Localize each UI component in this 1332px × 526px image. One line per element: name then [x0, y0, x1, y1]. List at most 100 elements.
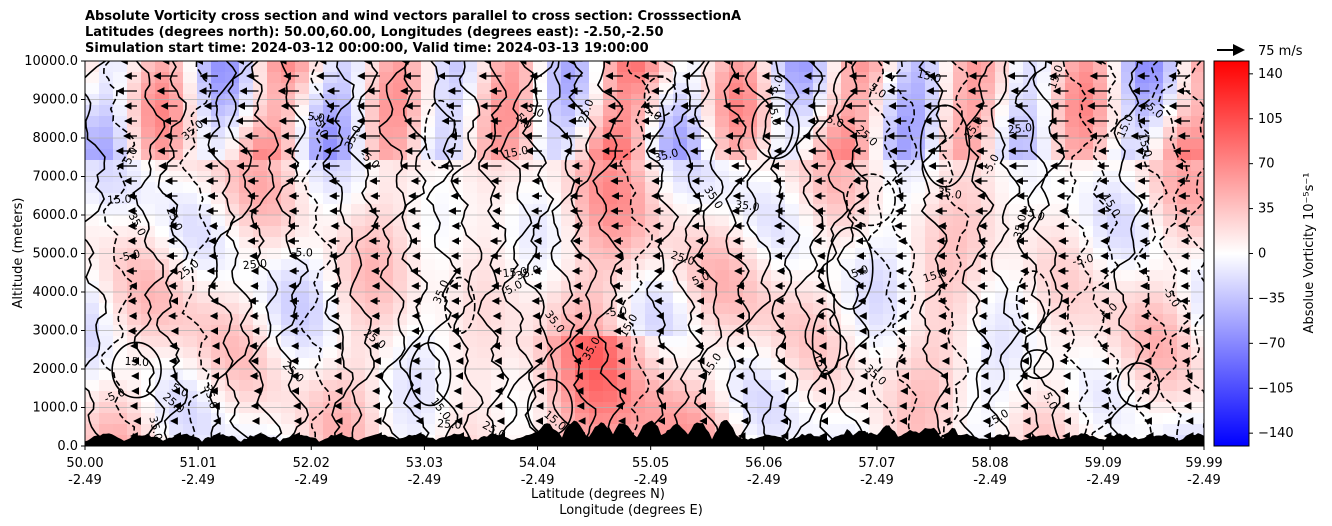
vorticity-cell — [337, 105, 352, 117]
vorticity-cell — [743, 226, 758, 238]
vorticity-cell — [365, 72, 380, 84]
vorticity-cell — [715, 215, 730, 227]
contour-loop — [919, 104, 971, 188]
vorticity-cell — [1163, 83, 1178, 95]
vorticity-cell — [1135, 127, 1150, 139]
vorticity-cell — [155, 83, 170, 95]
vorticity-cell — [393, 83, 408, 95]
vorticity-cell — [729, 149, 744, 161]
vorticity-cell — [295, 303, 310, 315]
vorticity-cell — [239, 391, 254, 403]
vorticity-cell — [141, 369, 156, 381]
vorticity-cell — [645, 292, 660, 304]
vorticity-cell — [897, 72, 912, 84]
vorticity-cell — [1191, 380, 1204, 392]
vorticity-cell — [883, 347, 898, 359]
vorticity-cell — [491, 149, 506, 161]
vorticity-cell — [1093, 336, 1108, 348]
vorticity-cell — [799, 116, 814, 128]
vorticity-cell — [1079, 127, 1094, 139]
vorticity-cell — [1065, 83, 1080, 95]
vorticity-cell — [911, 347, 926, 359]
contour-line — [619, 61, 653, 446]
contour-label: -5.0 — [605, 304, 628, 320]
vorticity-cell — [141, 347, 156, 359]
vorticity-cell — [351, 105, 366, 117]
vorticity-cell — [141, 193, 156, 205]
vorticity-cell — [1023, 204, 1038, 216]
vorticity-cell — [701, 281, 716, 293]
vorticity-cell — [99, 127, 114, 139]
colorbar-tick-label: 140 — [1258, 67, 1283, 82]
vorticity-cell — [785, 424, 800, 436]
vorticity-cell — [225, 149, 240, 161]
vorticity-cell — [449, 358, 464, 370]
contour-label: 15.0 — [124, 355, 149, 369]
vorticity-cell — [701, 391, 716, 403]
vorticity-cell — [743, 391, 758, 403]
vorticity-cell — [1135, 193, 1150, 205]
vorticity-cell — [743, 424, 758, 436]
y-axis-label: Altitude (meters) — [11, 198, 26, 309]
vorticity-cell — [239, 83, 254, 95]
vorticity-cell — [505, 138, 520, 150]
vorticity-cell — [267, 391, 282, 403]
vorticity-cell — [841, 226, 856, 238]
vorticity-cell — [323, 83, 338, 95]
vorticity-cell — [113, 193, 128, 205]
vorticity-cell — [673, 160, 688, 172]
vorticity-cell — [617, 413, 632, 425]
vorticity-cell — [743, 116, 758, 128]
vorticity-cell — [673, 314, 688, 326]
vorticity-cell — [967, 105, 982, 117]
vorticity-cell — [757, 347, 772, 359]
vorticity-cell — [1037, 160, 1052, 172]
vorticity-cell — [771, 61, 786, 73]
vorticity-cell — [659, 292, 674, 304]
vorticity-cell — [113, 237, 128, 249]
vorticity-cell — [575, 182, 590, 194]
vorticity-cell — [701, 413, 716, 425]
vorticity-cell — [939, 270, 954, 282]
vorticity-cell — [253, 237, 268, 249]
contour-line — [225, 61, 254, 446]
vorticity-cell — [981, 369, 996, 381]
vorticity-cell — [799, 259, 814, 271]
vorticity-cell — [477, 215, 492, 227]
vorticity-cell — [659, 237, 674, 249]
vorticity-cell — [239, 424, 254, 436]
x-tick-label-lat: 54.04 — [519, 456, 556, 471]
vorticity-cell — [841, 424, 856, 436]
vorticity-cell — [1107, 149, 1122, 161]
vorticity-cell — [575, 380, 590, 392]
vorticity-cell — [911, 237, 926, 249]
vorticity-cell — [925, 336, 940, 348]
vorticity-cell — [267, 270, 282, 282]
vorticity-cell — [1023, 116, 1038, 128]
vorticity-cell — [365, 347, 380, 359]
vorticity-cell — [897, 380, 912, 392]
vorticity-cell — [197, 380, 212, 392]
vorticity-cell — [561, 160, 576, 172]
vorticity-cell — [561, 215, 576, 227]
vorticity-cell — [799, 391, 814, 403]
vorticity-cell — [491, 237, 506, 249]
vorticity-cell — [1121, 259, 1136, 271]
vorticity-cell — [337, 303, 352, 315]
vorticity-cell — [379, 193, 394, 205]
vorticity-cell — [603, 413, 618, 425]
vorticity-cell — [477, 336, 492, 348]
vorticity-cell — [631, 281, 646, 293]
vorticity-cell — [897, 138, 912, 150]
vorticity-cell — [939, 358, 954, 370]
vorticity-cell — [113, 182, 128, 194]
vorticity-cell — [813, 182, 828, 194]
vorticity-cell — [757, 270, 772, 282]
vorticity-cell — [827, 61, 842, 73]
vorticity-cell — [1065, 160, 1080, 172]
vorticity-cell — [939, 380, 954, 392]
vorticity-cell — [603, 358, 618, 370]
vorticity-cell — [981, 105, 996, 117]
vorticity-cell — [1023, 61, 1038, 73]
vorticity-cell — [757, 226, 772, 238]
